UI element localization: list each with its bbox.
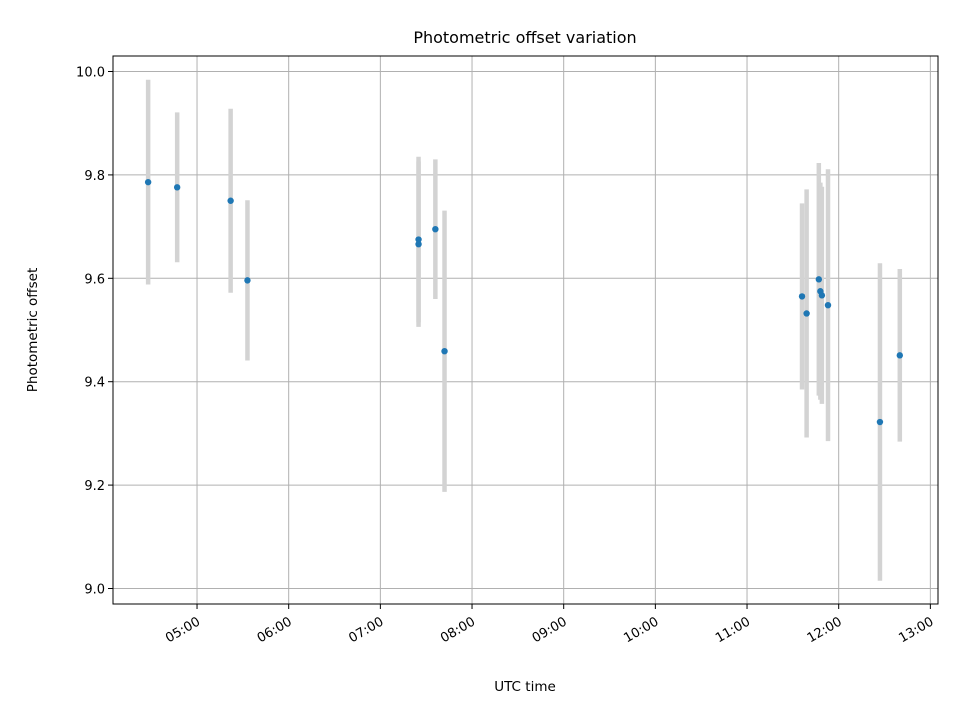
x-tick-label: 08:00	[438, 614, 478, 646]
x-tick-label: 11:00	[713, 614, 753, 646]
y-tick-label: 9.2	[84, 479, 105, 494]
x-tick-label: 13:00	[896, 614, 936, 646]
data-point	[244, 277, 251, 284]
grid	[113, 56, 938, 604]
data-points	[144, 178, 904, 426]
y-tick-label: 9.0	[84, 582, 105, 597]
data-point	[227, 197, 234, 204]
error-bars	[145, 79, 903, 581]
data-point	[818, 292, 826, 299]
x-axis-label: UTC time	[494, 679, 556, 695]
data-point	[441, 347, 448, 355]
y-tick-label: 9.8	[84, 169, 105, 184]
data-point	[144, 178, 152, 186]
data-point	[803, 310, 810, 317]
y-axis-label: Photometric offset	[25, 268, 41, 392]
x-tick-label: 07:00	[346, 614, 386, 646]
x-tick-label: 12:00	[805, 614, 845, 646]
y-tick-label: 10.0	[76, 66, 105, 81]
x-tick-label: 09:00	[530, 614, 570, 646]
x-tick-label: 05:00	[163, 614, 203, 646]
chart-title: Photometric offset variation	[413, 28, 636, 47]
x-tick-label: 10:00	[621, 614, 661, 646]
data-point	[824, 301, 832, 309]
data-point	[798, 293, 806, 300]
data-point	[173, 184, 181, 191]
data-point	[432, 225, 439, 233]
x-tick-label: 06:00	[255, 614, 295, 646]
data-point	[415, 240, 422, 248]
data-point	[896, 352, 904, 359]
data-point	[815, 276, 823, 283]
plot-frame	[112, 55, 939, 605]
y-tick-label: 9.6	[84, 272, 105, 287]
y-tick-label: 9.4	[84, 376, 105, 391]
data-point	[415, 236, 422, 243]
data-point	[876, 418, 884, 426]
